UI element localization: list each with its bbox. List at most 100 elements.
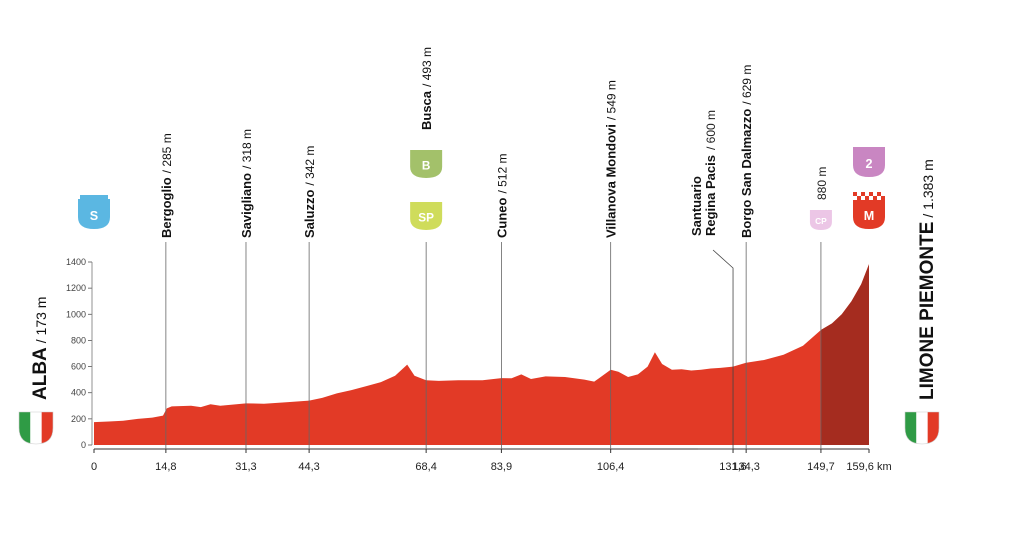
- flag-red: [41, 412, 53, 444]
- badge-shape: [78, 199, 110, 229]
- start-name: ALBA: [30, 347, 51, 400]
- x-tick-label: 83,9: [491, 461, 512, 473]
- final-climb-area: [820, 264, 869, 445]
- badge-shape: [853, 199, 885, 229]
- marker-name: Savigliano / 318 m: [239, 129, 254, 238]
- x-tick-label: 14,8: [155, 461, 176, 473]
- marker-name-text: Saluzzo: [302, 190, 317, 238]
- sprint-badge: SP: [410, 202, 443, 230]
- checkered-cell: [869, 196, 873, 200]
- marker-name-text: Savigliano: [239, 173, 254, 238]
- marker-name: Borgo San Dalmazzo / 629 m: [739, 65, 754, 238]
- flag-white: [916, 412, 928, 444]
- start-flag-italy-icon: [18, 411, 54, 445]
- checkered-cell: [857, 192, 861, 196]
- badge-shape: [809, 210, 832, 230]
- marker-name-text: Villanova Mondovi: [604, 124, 619, 238]
- profile-area: [94, 264, 869, 445]
- x-tick-label: 149,7: [807, 461, 835, 473]
- checkered-cell: [881, 192, 885, 196]
- y-tick-label: 1400: [66, 257, 86, 267]
- marker-alt: / 318 m: [240, 129, 254, 169]
- marker-name-text: Bergoglio: [159, 177, 174, 238]
- y-tick-label: 0: [81, 440, 86, 450]
- x-tick-label: 159,6 km: [846, 461, 891, 473]
- bonus-badge: B: [410, 150, 443, 178]
- flag-green: [19, 412, 31, 444]
- flag-outline: [904, 411, 940, 445]
- marker-label: Bergoglio / 285 m: [159, 133, 174, 238]
- marker-name-text: Cuneo: [494, 198, 509, 239]
- marker-alt: 880 m: [815, 167, 829, 200]
- badge-letter: B: [422, 160, 431, 173]
- y-tick-label: 400: [71, 388, 86, 398]
- marker-name: Bergoglio / 285 m: [159, 133, 174, 238]
- start-flag: [80, 195, 108, 199]
- marker-name: Cuneo / 512 m: [494, 154, 509, 238]
- checkered-cell: [861, 192, 865, 196]
- marker-alt: / 629 m: [740, 65, 754, 105]
- x-tick-label: 68,4: [415, 461, 436, 473]
- badge-shape: [410, 202, 443, 230]
- marker-alt: / 285 m: [160, 133, 174, 173]
- badge-letter: M: [864, 209, 875, 223]
- x-tick-label: 31,3: [235, 461, 256, 473]
- start-name-text: ALBA / 173 m: [30, 297, 51, 400]
- finish-label: LIMONE PIEMONTE / 1.383 m: [917, 159, 938, 400]
- badge-letter: SP: [418, 212, 434, 225]
- checkered-cell: [853, 196, 857, 200]
- checkpoint-badge: CP: [809, 210, 832, 230]
- marker-alt: / 342 m: [303, 146, 317, 186]
- x-tick-label: 106,4: [597, 461, 625, 473]
- checkered-cell: [865, 196, 869, 200]
- checkered-cell: [861, 196, 865, 200]
- start-elevation: / 173 m: [33, 297, 49, 344]
- checkered-cell: [853, 192, 857, 196]
- marker-name-text: Borgo San Dalmazzo: [739, 109, 754, 238]
- marker-label: Cuneo / 512 m: [494, 154, 509, 238]
- marker-label: Saluzzo / 342 m: [302, 146, 317, 238]
- flag-outline: [18, 411, 54, 445]
- finish-flag-italy-icon: [904, 411, 940, 445]
- finish-name: LIMONE PIEMONTE: [917, 222, 938, 400]
- marker-label: 880 m: [815, 167, 829, 200]
- marker-name-text: Busca: [419, 90, 434, 130]
- marker-name: Saluzzo / 342 m: [302, 146, 317, 238]
- marker-name: Busca / 493 m: [419, 47, 434, 130]
- badge-shape: [410, 150, 443, 178]
- y-tick-label: 200: [71, 414, 86, 424]
- marker-alt: / 600 m: [704, 110, 718, 150]
- badge-letter: CP: [815, 216, 827, 226]
- marker-name-2: Regina Pacis: [703, 155, 718, 236]
- marker-label: Savigliano / 318 m: [239, 129, 254, 238]
- marker-label: Borgo San Dalmazzo / 629 m: [739, 65, 754, 238]
- climb-category-badge: 2: [853, 147, 885, 177]
- badge-shape: [853, 147, 885, 177]
- checkered-cell: [877, 196, 881, 200]
- x-tick-label: 44,3: [298, 461, 319, 473]
- marker-label: Busca / 493 m: [419, 47, 434, 130]
- start-label: ALBA / 173 m: [30, 297, 51, 400]
- y-tick-label: 600: [71, 362, 86, 372]
- x-tick-label: 131,6: [719, 461, 747, 473]
- marker-name: Villanova Mondovi / 549 m: [604, 80, 619, 238]
- marker-line: [712, 249, 734, 449]
- checkered-cell: [865, 192, 869, 196]
- flag-red: [927, 412, 939, 444]
- marker-alt: / 512 m: [495, 154, 509, 194]
- marker-label: Santuario Regina Pacis / 600 m: [689, 110, 718, 236]
- checkered-cell: [873, 196, 877, 200]
- x-tick-label: 134,3: [732, 461, 760, 473]
- checkered-cell: [877, 192, 881, 196]
- checkered-cell: [857, 196, 861, 200]
- flag-white: [30, 412, 42, 444]
- marker-label: Villanova Mondovi / 549 m: [604, 80, 619, 238]
- marker-alt: / 493 m: [420, 47, 434, 87]
- finish-name-text: LIMONE PIEMONTE / 1.383 m: [917, 159, 938, 400]
- y-tick-label: 1000: [66, 309, 86, 319]
- marker-alt: / 549 m: [605, 80, 619, 120]
- checkered-cell: [873, 192, 877, 196]
- checkered-cell: [881, 196, 885, 200]
- y-tick-label: 1200: [66, 283, 86, 293]
